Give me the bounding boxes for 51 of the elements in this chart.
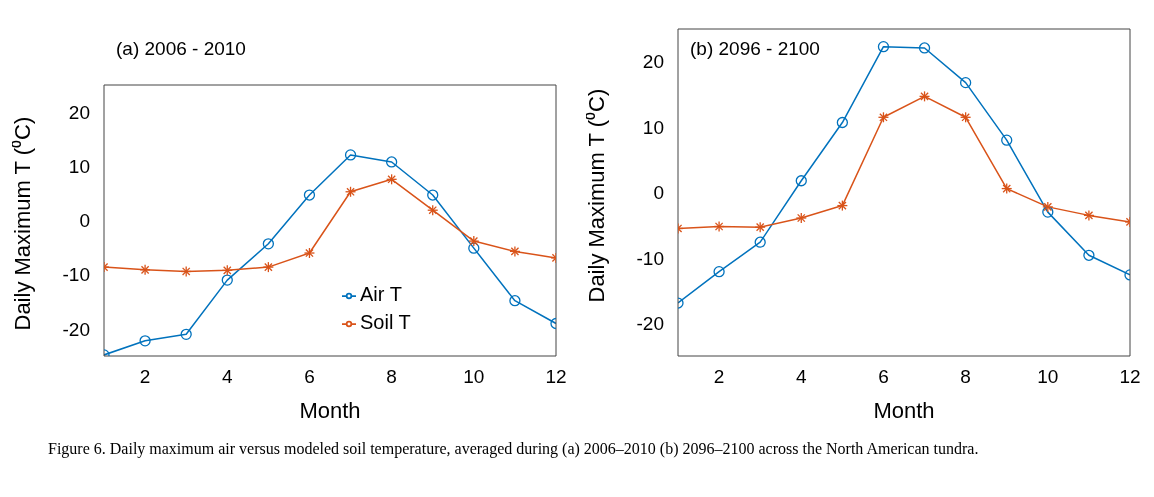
point: [713, 265, 725, 278]
point: [221, 274, 233, 286]
point: [344, 149, 357, 161]
chart-title: (a) 2006 - 2010: [116, 38, 246, 60]
y-tick-label: -10: [636, 247, 664, 269]
y-tick-label: 0: [79, 210, 90, 232]
x-tick-label: 8: [960, 366, 971, 388]
point: [509, 295, 521, 307]
point: [918, 42, 931, 54]
y-tick-label: 0: [653, 182, 664, 204]
x-axis-title: Month: [299, 398, 361, 423]
y-tick-label: 20: [642, 51, 664, 73]
point: [1083, 249, 1095, 261]
point: [427, 189, 439, 201]
y-tick-label: 10: [68, 156, 90, 178]
point: [754, 236, 766, 248]
point: [1042, 206, 1054, 218]
y-tick-label: 20: [68, 101, 90, 123]
point: [385, 156, 398, 168]
point: [1001, 134, 1013, 146]
y-axis-title: Daily Maximum T (⁰C): [9, 116, 35, 331]
point: [262, 238, 275, 250]
y-axis-title: Daily Maximum T (⁰C): [583, 88, 609, 303]
x-tick-label: 6: [878, 366, 889, 388]
point: [795, 175, 807, 187]
y-tick-label: -20: [636, 313, 664, 335]
x-tick-label: 2: [139, 366, 151, 388]
x-tick-label: 12: [545, 366, 567, 388]
point: [139, 335, 151, 347]
point: [180, 328, 192, 340]
point: [877, 41, 890, 53]
text: (b) 2096 - 2100: [690, 38, 820, 60]
x-tick-label: 8: [386, 366, 397, 388]
x-tick-label: 12: [1119, 366, 1141, 388]
y-tick-label: 10: [642, 116, 664, 138]
point: [959, 76, 972, 89]
legend-label: Soil T: [360, 311, 411, 333]
x-axis-title: Month: [873, 398, 935, 423]
legend-label: Air T: [360, 283, 402, 305]
point: [468, 242, 480, 254]
point: [303, 189, 316, 201]
caption: Figure 6. Daily maximum air versus modeled soil temperature, averaged during (a) 2006–2010 (b) 2096–2100 across the North American tundra.: [48, 440, 980, 458]
x-tick-label: 6: [304, 366, 315, 388]
x-tick-label: 4: [795, 366, 807, 388]
x-tick-label: 10: [463, 366, 485, 388]
y-tick-label: -10: [62, 264, 90, 286]
x-tick-label: 10: [1037, 366, 1059, 388]
y-tick-label: -20: [62, 318, 90, 340]
x-tick-label: 2: [713, 366, 725, 388]
point: [836, 116, 849, 129]
x-tick-label: 4: [221, 366, 233, 388]
